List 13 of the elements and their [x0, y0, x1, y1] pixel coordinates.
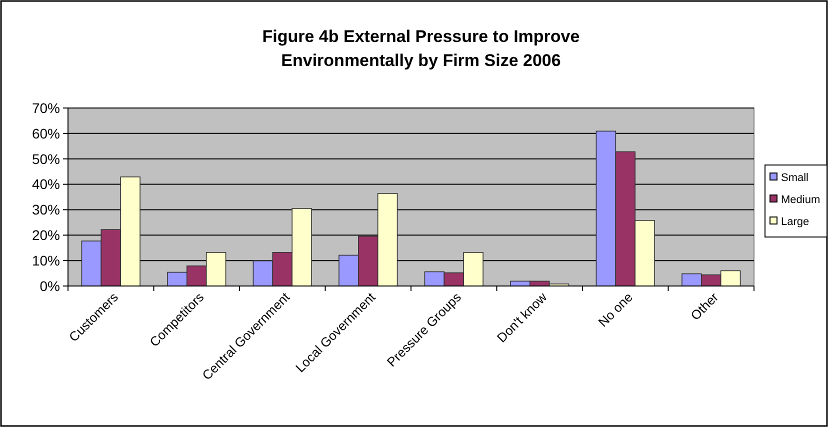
legend-label: Large — [781, 216, 810, 228]
y-tick-label: 0% — [40, 278, 60, 294]
y-tick-label: 30% — [32, 202, 60, 218]
y-tick-label: 40% — [32, 176, 60, 192]
y-tick-label: 10% — [32, 252, 60, 268]
y-tick-label: 50% — [32, 150, 60, 167]
y-tick-label: 70% — [32, 100, 60, 116]
legend-label: Small — [781, 172, 809, 184]
chart-title: Figure 4b External Pressure to Improve Environmentally by Firm Size 2006 — [262, 27, 580, 70]
y-tick-label: 20% — [32, 227, 60, 244]
legend-label: Medium — [781, 194, 820, 206]
y-tick-label: 60% — [32, 125, 60, 142]
x-tick-label: No one — [595, 290, 636, 330]
